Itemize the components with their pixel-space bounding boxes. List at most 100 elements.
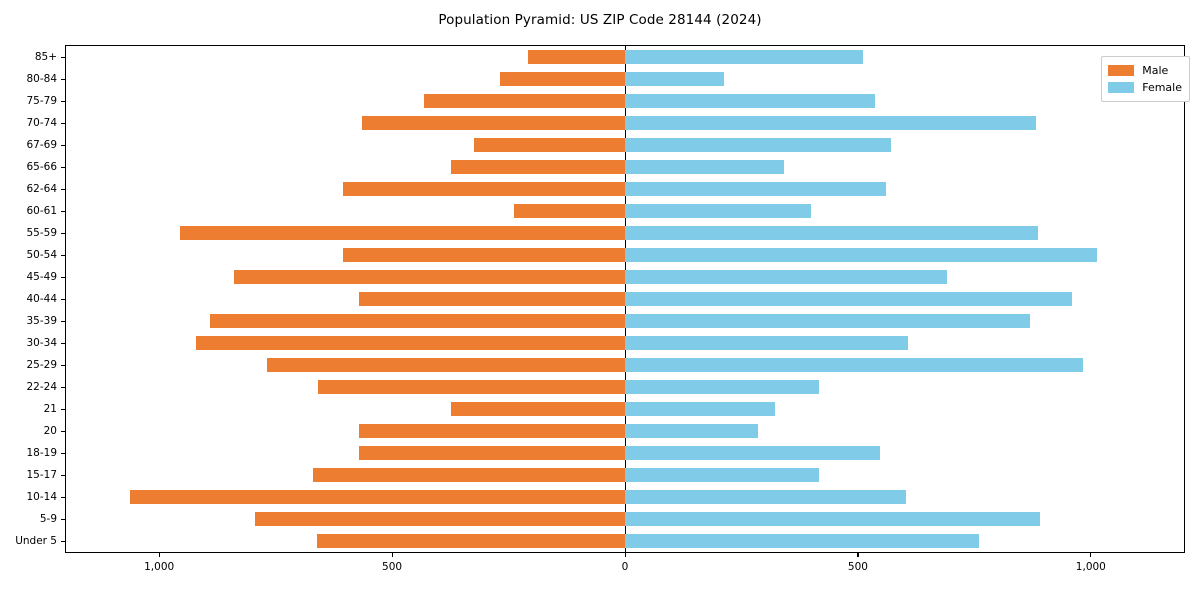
bar-male [343,248,625,262]
y-tick-label: 62-64 [26,183,57,195]
y-tick-label: 67-69 [26,139,57,151]
y-tick-label: 10-14 [26,491,57,503]
pyramid-row [66,314,1184,328]
bar-male [129,490,625,504]
bar-female [625,336,908,350]
pyramid-row [66,292,1184,306]
pyramid-row [66,270,1184,284]
bar-male [316,534,625,548]
pyramid-row [66,204,1184,218]
y-tick-label: 18-19 [26,447,57,459]
plot-area [65,45,1185,553]
x-tick-mark [158,553,160,557]
bar-male [514,204,625,218]
legend-label: Female [1142,81,1182,94]
y-tick-label: 35-39 [26,315,57,327]
bar-male [318,380,625,394]
bar-female [625,138,891,152]
y-tick-mark [61,210,65,212]
x-tick-label: 1,000 [144,561,175,573]
pyramid-row [66,490,1184,504]
bar-female [625,204,811,218]
bar-female [625,226,1038,240]
bar-female [625,380,820,394]
pyramid-row [66,402,1184,416]
y-tick-mark [61,518,65,520]
bar-female [625,358,1084,372]
y-tick-mark [61,342,65,344]
bar-male [312,468,625,482]
y-tick-mark [61,540,65,542]
bar-male [210,314,625,328]
legend-label: Male [1142,64,1169,77]
y-tick-label: 75-79 [26,95,57,107]
bar-female [625,512,1040,526]
y-tick-label: 80-84 [26,73,57,85]
y-tick-mark [61,320,65,322]
y-tick-label: 85+ [34,51,57,63]
pyramid-row [66,424,1184,438]
pyramid-row [66,468,1184,482]
bar-male [180,226,625,240]
bar-male [343,182,625,196]
y-tick-label: 50-54 [26,249,57,261]
y-tick-mark [61,496,65,498]
y-tick-mark [61,188,65,190]
pyramid-row [66,138,1184,152]
bar-male [196,336,625,350]
bar-male [359,424,625,438]
bar-female [625,446,881,460]
y-tick-mark [61,166,65,168]
legend-swatch-icon [1108,65,1135,76]
bar-female [625,50,864,64]
legend-item: Female [1108,79,1182,96]
chart-legend: Male Female [1101,56,1190,102]
bar-male [358,446,625,460]
x-tick-mark [624,553,626,557]
bar-female [625,116,1036,130]
pyramid-row [66,336,1184,350]
pyramid-row [66,248,1184,262]
y-tick-label: Under 5 [15,535,57,547]
y-tick-mark [61,78,65,80]
y-tick-label: 22-24 [26,381,57,393]
bar-male [362,116,625,130]
x-tick-mark [1090,553,1092,557]
legend-swatch-icon [1108,82,1135,93]
y-tick-mark [61,452,65,454]
bar-male [474,138,625,152]
y-tick-mark [61,276,65,278]
y-tick-mark [61,232,65,234]
bar-male [234,270,625,284]
pyramid-row [66,116,1184,130]
y-tick-label: 45-49 [26,271,57,283]
pyramid-row [66,534,1184,548]
bar-male [451,160,625,174]
x-tick-label: 500 [382,561,403,573]
y-tick-mark [61,100,65,102]
pyramid-row [66,50,1184,64]
bar-female [625,182,886,196]
y-tick-mark [61,474,65,476]
y-tick-mark [61,56,65,58]
bar-female [625,534,980,548]
plot-inner [66,46,1184,552]
pyramid-row [66,512,1184,526]
x-tick-mark [857,553,859,557]
y-tick-mark [61,298,65,300]
y-tick-mark [61,144,65,146]
y-tick-mark [61,364,65,366]
bar-female [625,402,775,416]
bar-male [451,402,625,416]
x-tick-label: 1,000 [1075,561,1106,573]
pyramid-row [66,94,1184,108]
y-tick-label: 65-66 [26,161,57,173]
pyramid-row [66,72,1184,86]
bar-female [625,292,1073,306]
y-tick-label: 70-74 [26,117,57,129]
pyramid-row [66,226,1184,240]
bar-male [423,94,625,108]
y-tick-label: 25-29 [26,359,57,371]
bar-male [255,512,625,526]
